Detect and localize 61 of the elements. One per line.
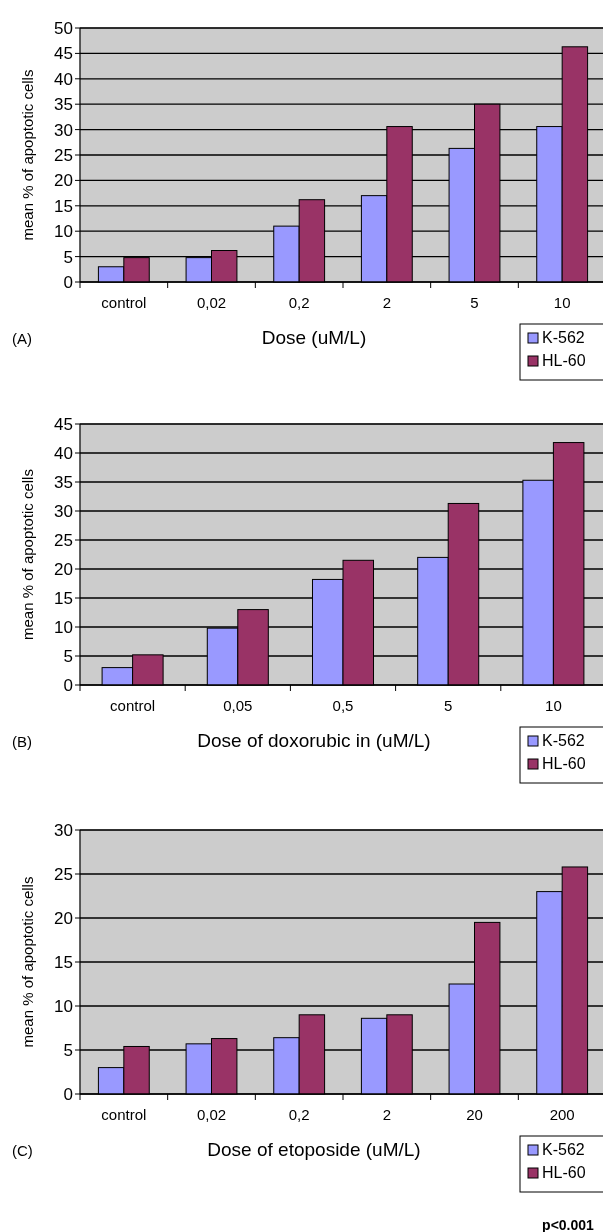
x-tick-label: 0,05 [223,697,253,714]
x-axis-title: Dose of etoposide (uM/L) [207,1139,421,1160]
text: p<0.001 [542,1217,595,1232]
y-tick-label: 10 [54,617,73,637]
y-tick-label: 25 [54,530,73,550]
x-tick-label: 10 [545,697,562,714]
x-tick-label: 0,02 [196,294,227,311]
y-tick-label: 10 [54,222,73,242]
text: (C) [12,1142,33,1159]
legend-label: HL-60 [542,352,586,369]
y-tick-label: 15 [54,196,73,216]
y-axis-title: mean % of apoptotic cells [19,469,36,640]
x-tick-label: 5 [444,697,453,714]
y-tick-label: 5 [63,1040,73,1060]
y-tick-label: 30 [54,820,73,840]
y-tick-label: 35 [54,472,73,492]
y-tick-label: 25 [54,145,73,165]
x-tick-label: 2 [382,1106,392,1123]
y-tick-label: 5 [63,646,73,666]
y-tick-label: 15 [54,952,73,972]
y-tick-label: 40 [54,69,73,89]
y-tick-label: 20 [54,171,73,191]
x-tick-label: 5 [470,294,479,311]
legend-label: HL-60 [542,1164,586,1181]
x-tick-label: 0,2 [288,1106,310,1123]
x-tick-label: 0,02 [196,1106,227,1123]
y-tick-label: 40 [54,443,73,463]
x-axis-title: Dose (uM/L) [261,327,367,348]
x-tick-label: 0,2 [288,294,310,311]
y-axis-title: mean % of apoptotic cells [19,69,36,241]
x-axis-title: Dose of doxorubic in (uM/L) [197,730,431,751]
text: (A) [12,330,32,347]
y-tick-label: 0 [63,1084,73,1104]
legend-label: K-562 [542,1141,585,1158]
y-tick-label: 0 [63,272,73,292]
y-tick-label: 20 [54,908,73,928]
legend-label: K-562 [542,732,585,749]
y-tick-label: 30 [54,120,73,140]
x-tick-label: 20 [466,1106,483,1123]
y-tick-label: 45 [54,414,73,434]
x-tick-label: control [101,294,147,311]
y-tick-label: 25 [54,864,73,884]
text: (B) [12,733,32,750]
y-tick-label: 5 [63,247,73,267]
y-tick-label: 10 [54,996,73,1016]
y-tick-label: 15 [54,588,73,608]
legend-label: K-562 [542,329,585,346]
x-tick-label: 10 [553,294,571,311]
x-tick-label: 0,5 [332,697,354,714]
y-axis-title: mean % of apoptotic cells [19,876,36,1048]
y-tick-label: 50 [54,18,73,38]
x-tick-label: control [110,697,156,714]
x-tick-label: 200 [549,1106,575,1123]
x-tick-label: 2 [382,294,392,311]
y-tick-label: 45 [54,44,73,64]
legend-label: HL-60 [542,755,586,772]
y-tick-label: 20 [54,559,73,579]
x-tick-label: control [101,1106,147,1123]
y-tick-label: 0 [63,675,73,695]
y-tick-label: 30 [54,501,73,521]
y-tick-label: 35 [54,95,73,115]
